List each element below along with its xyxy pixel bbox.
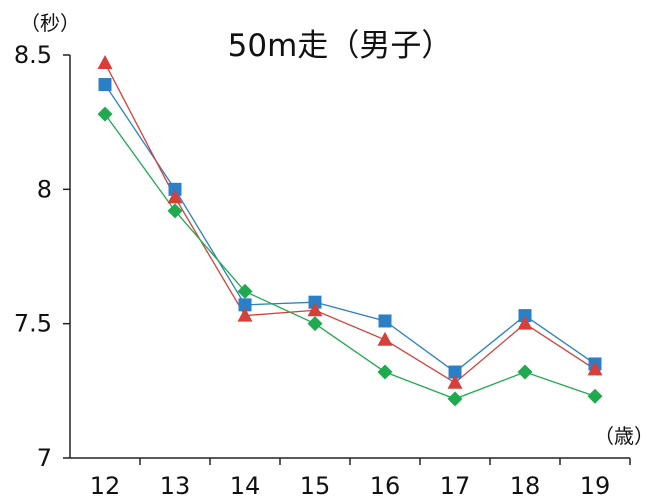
data-point-square — [448, 365, 462, 379]
y-tick-label: 7 — [37, 444, 52, 472]
x-tick-label: 15 — [300, 472, 331, 500]
data-point-triangle — [237, 307, 253, 322]
data-point-diamond — [377, 364, 393, 380]
y-tick-label: 7.5 — [14, 310, 52, 338]
series-line-square — [104, 84, 596, 373]
y-tick-label: 8 — [37, 175, 52, 203]
x-axis-label: （歳） — [594, 424, 653, 448]
data-point-diamond — [307, 316, 323, 332]
data-point-square — [378, 314, 392, 328]
data-point-diamond — [97, 106, 113, 122]
data-point-triangle — [97, 55, 113, 70]
data-point-triangle — [307, 302, 323, 317]
data-point-diamond — [587, 388, 603, 404]
x-tick-label: 18 — [510, 472, 541, 500]
data-point-diamond — [447, 391, 463, 407]
x-tick-label: 12 — [90, 472, 121, 500]
data-point-diamond — [237, 283, 253, 299]
data-point-diamond — [167, 203, 183, 219]
data-point-triangle — [587, 361, 603, 376]
data-point-triangle — [517, 315, 533, 330]
data-point-triangle — [377, 331, 393, 346]
data-point-square — [168, 182, 182, 196]
data-point-square — [518, 309, 532, 323]
x-tick-label: 14 — [230, 472, 261, 500]
data-point-square — [238, 298, 252, 312]
series-line-triangle — [104, 62, 596, 384]
x-tick-label: 16 — [370, 472, 401, 500]
chart-title: 50m走（男子） — [228, 28, 453, 64]
data-point-square — [308, 295, 322, 309]
x-tick-label: 19 — [580, 472, 611, 500]
data-point-square — [98, 78, 112, 92]
x-tick-label: 17 — [440, 472, 471, 500]
data-point-triangle — [447, 374, 463, 389]
data-point-diamond — [517, 364, 533, 380]
series-line-diamond — [104, 113, 596, 400]
x-tick-label: 13 — [160, 472, 191, 500]
y-tick-label: 8.5 — [14, 41, 52, 69]
data-point-triangle — [167, 189, 183, 204]
y-axis-label: （秒） — [20, 11, 80, 35]
